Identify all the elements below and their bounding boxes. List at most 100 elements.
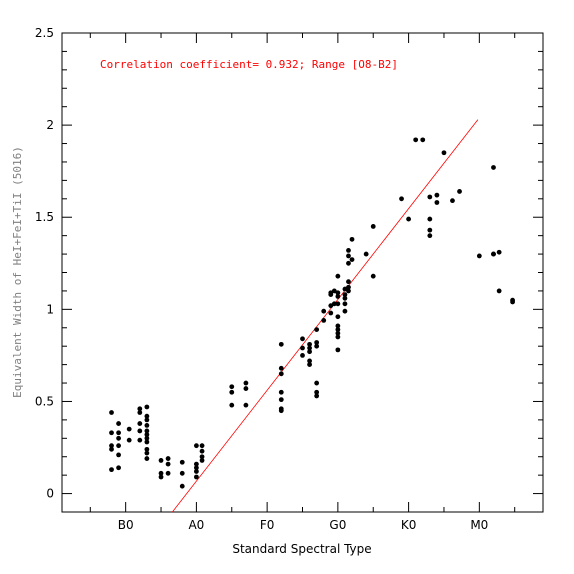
data-point bbox=[335, 273, 341, 279]
data-point bbox=[349, 236, 355, 242]
data-point bbox=[243, 386, 249, 391]
data-point bbox=[510, 299, 515, 305]
data-point bbox=[406, 216, 412, 222]
data-point bbox=[346, 253, 351, 259]
data-point bbox=[476, 253, 482, 259]
data-point bbox=[278, 397, 284, 403]
data-point bbox=[370, 224, 376, 229]
data-point bbox=[335, 323, 341, 329]
data-point bbox=[307, 349, 312, 355]
data-point bbox=[300, 353, 305, 358]
data-point bbox=[137, 421, 143, 426]
y-tick-label: 0.5 bbox=[35, 394, 54, 408]
x-tick-label: F0 bbox=[260, 518, 275, 532]
axis-ticks bbox=[62, 32, 543, 513]
data-point bbox=[399, 196, 404, 202]
data-point bbox=[335, 334, 341, 340]
data-point bbox=[346, 284, 351, 290]
data-point bbox=[179, 483, 185, 489]
data-point bbox=[328, 303, 334, 309]
data-point bbox=[349, 257, 355, 263]
data-point bbox=[199, 458, 205, 463]
data-point bbox=[342, 301, 348, 307]
data-point bbox=[109, 467, 114, 473]
data-point bbox=[450, 198, 455, 204]
data-point bbox=[144, 450, 150, 456]
data-point bbox=[278, 408, 284, 414]
data-point bbox=[144, 439, 150, 445]
data-point bbox=[144, 456, 150, 461]
data-point bbox=[165, 461, 171, 467]
x-tick-label: A0 bbox=[188, 518, 204, 532]
data-point bbox=[496, 288, 502, 294]
data-point bbox=[179, 470, 185, 476]
data-point bbox=[229, 384, 235, 390]
data-point bbox=[144, 413, 150, 419]
plot-frame bbox=[61, 32, 544, 513]
data-point bbox=[441, 150, 447, 156]
x-tick-labels: B0 A0 F0 G0 K0 M0 bbox=[118, 518, 489, 532]
data-point bbox=[331, 288, 337, 294]
data-point bbox=[434, 200, 440, 205]
data-point bbox=[342, 308, 348, 314]
data-point bbox=[179, 459, 185, 465]
data-point bbox=[199, 454, 205, 460]
data-point bbox=[116, 435, 121, 441]
data-point bbox=[144, 423, 150, 428]
data-point bbox=[491, 251, 496, 257]
data-point bbox=[109, 443, 114, 449]
data-point bbox=[158, 474, 164, 480]
data-point bbox=[278, 389, 284, 395]
data-point bbox=[126, 426, 132, 432]
data-point bbox=[193, 474, 199, 480]
data-point bbox=[126, 437, 132, 443]
data-point bbox=[328, 310, 334, 316]
data-point bbox=[491, 165, 496, 170]
data-point bbox=[300, 345, 305, 351]
data-point bbox=[420, 137, 426, 143]
fit-line-layer bbox=[172, 119, 479, 513]
data-point bbox=[116, 430, 121, 436]
data-point bbox=[331, 301, 337, 307]
data-points bbox=[109, 137, 515, 489]
data-point bbox=[335, 330, 341, 336]
data-point bbox=[314, 389, 320, 395]
data-point bbox=[314, 380, 320, 386]
data-point bbox=[335, 314, 341, 320]
data-point bbox=[144, 404, 150, 410]
data-point bbox=[342, 295, 348, 301]
y-tick-label: 1.5 bbox=[35, 210, 54, 224]
x-tick-label: K0 bbox=[401, 518, 417, 532]
data-point bbox=[314, 327, 320, 333]
data-point bbox=[363, 251, 369, 257]
data-point bbox=[199, 448, 205, 454]
data-point bbox=[137, 406, 143, 412]
data-point bbox=[278, 341, 284, 347]
data-point bbox=[158, 470, 164, 476]
data-point bbox=[346, 260, 351, 266]
data-point bbox=[229, 389, 235, 395]
data-point bbox=[370, 273, 376, 279]
data-point bbox=[346, 279, 351, 285]
data-point bbox=[109, 446, 114, 452]
data-point bbox=[346, 288, 351, 294]
data-point bbox=[193, 465, 199, 471]
data-point bbox=[144, 428, 150, 434]
y-tick-label: 1 bbox=[46, 302, 54, 316]
data-point bbox=[314, 393, 320, 399]
data-point bbox=[229, 402, 235, 408]
data-point bbox=[307, 358, 312, 364]
data-point bbox=[278, 371, 284, 377]
data-point bbox=[342, 292, 348, 298]
data-point bbox=[307, 362, 312, 368]
data-point bbox=[137, 410, 143, 415]
data-point bbox=[243, 380, 249, 386]
data-point bbox=[346, 247, 351, 253]
y-tick-labels: 0 0.5 1 1.5 2 2.5 bbox=[35, 26, 54, 501]
data-point bbox=[307, 345, 312, 351]
data-point bbox=[427, 233, 433, 239]
data-point bbox=[335, 294, 341, 299]
data-point bbox=[193, 469, 199, 474]
data-point bbox=[144, 435, 150, 441]
data-point bbox=[434, 192, 440, 198]
